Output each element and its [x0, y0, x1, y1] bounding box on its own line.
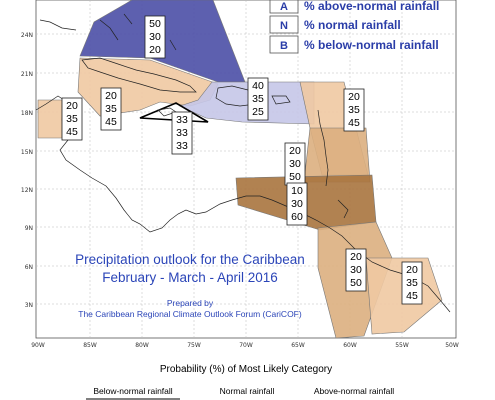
- lon-tick: 90W: [31, 342, 45, 349]
- map-title: Precipitation outlook for the Caribbean: [75, 252, 305, 267]
- prob-below: 60: [291, 211, 303, 223]
- category-legend: A % above-normal rainfall N % normal rai…: [269, 0, 439, 54]
- legend-code: N: [280, 20, 288, 32]
- credit-prepared-by: Prepared by: [167, 298, 214, 308]
- prob-above: 50: [149, 18, 161, 30]
- prob-box-trinidad: 10 30 60: [286, 182, 308, 226]
- legend-label: % above-normal rainfall: [304, 0, 439, 13]
- prob-normal: 30: [149, 31, 161, 43]
- prob-above: 33: [176, 114, 188, 126]
- prob-above: 20: [66, 100, 78, 112]
- prob-normal: 35: [66, 113, 78, 125]
- longitude-ticks: 90W 85W 80W 75W 70W 65W 60W 55W 50W: [31, 342, 459, 349]
- region-yucatan-belize: [37, 99, 63, 139]
- legend-code: B: [280, 40, 288, 52]
- region-windward: [303, 127, 371, 183]
- lon-tick: 55W: [395, 342, 409, 349]
- legend-row-above: A % above-normal rainfall: [269, 0, 439, 14]
- lon-tick: 50W: [445, 342, 459, 349]
- prob-below: 20: [149, 44, 161, 56]
- prob-below: 50: [289, 171, 301, 183]
- legend-label: % normal rainfall: [304, 18, 401, 32]
- map-subtitle: February - March - April 2016: [102, 270, 278, 285]
- prob-box-hispaniola: 40 35 25: [247, 77, 269, 121]
- prob-normal: 35: [105, 103, 117, 115]
- prob-above: 20: [406, 264, 418, 276]
- prob-box-guyana: 20 30 50: [345, 248, 367, 292]
- prob-box-cuba: 20 35 45: [100, 87, 122, 131]
- coastlines: [35, 13, 451, 313]
- color-key-heading: Probability (%) of Most Likely Category: [160, 364, 332, 375]
- key-label-normal: Normal rainfall: [220, 386, 275, 396]
- lon-tick: 60W: [343, 342, 357, 349]
- prob-above: 10: [291, 185, 303, 197]
- prob-normal: 35: [406, 277, 418, 289]
- key-label-above: Above-normal rainfall: [314, 386, 394, 396]
- prob-box-windward: 20 30 50: [284, 142, 306, 186]
- prob-above: 20: [348, 91, 360, 103]
- prob-normal: 35: [348, 104, 360, 116]
- prob-below: 45: [66, 126, 78, 138]
- prob-box-jamaica: 33 33 33: [171, 111, 193, 155]
- lat-tick: 6N: [25, 264, 33, 271]
- prob-below: 45: [348, 117, 360, 129]
- lat-tick: 12N: [21, 187, 33, 194]
- lat-tick: 24N: [21, 32, 33, 39]
- prob-normal: 30: [350, 264, 362, 276]
- legend-code: A: [280, 1, 288, 13]
- lon-tick: 70W: [239, 342, 253, 349]
- lat-tick: 21N: [21, 71, 33, 78]
- prob-above: 20: [350, 251, 362, 263]
- prob-normal: 35: [252, 93, 264, 105]
- lat-tick: 3N: [25, 302, 33, 309]
- prob-box-yucatan: 20 35 45: [61, 97, 83, 141]
- prob-below: 33: [176, 140, 188, 152]
- latitude-ticks: 24N 21N 18N 15N 12N 9N 6N 3N: [21, 32, 33, 309]
- lat-tick: 9N: [25, 225, 33, 232]
- legend-row-normal: N % normal rainfall: [269, 15, 401, 34]
- lon-tick: 85W: [83, 342, 97, 349]
- prob-below: 45: [406, 290, 418, 302]
- prob-box-leeward: 20 35 45: [343, 88, 365, 132]
- prob-above: 20: [105, 90, 117, 102]
- prob-above: 40: [252, 80, 264, 92]
- legend-label: % below-normal rainfall: [304, 38, 439, 52]
- prob-below: 45: [105, 116, 117, 128]
- lat-tick: 15N: [21, 149, 33, 156]
- prob-normal: 33: [176, 127, 188, 139]
- prob-below: 50: [350, 277, 362, 289]
- prob-below: 25: [252, 106, 264, 118]
- lon-tick: 75W: [187, 342, 201, 349]
- prob-normal: 30: [289, 158, 301, 170]
- prob-box-suriname: 20 35 45: [401, 261, 423, 305]
- key-label-below: Below-normal rainfall: [93, 386, 172, 396]
- lon-tick: 80W: [135, 342, 149, 349]
- prob-box-bahamas: 50 30 20: [144, 15, 166, 59]
- lon-tick: 65W: [291, 342, 305, 349]
- prob-above: 20: [289, 145, 301, 157]
- credit-organization: The Caribbean Regional Climate Outlook F…: [78, 309, 302, 319]
- lat-tick: 18N: [21, 110, 33, 117]
- prob-normal: 30: [291, 198, 303, 210]
- legend-row-below: B % below-normal rainfall: [269, 35, 439, 54]
